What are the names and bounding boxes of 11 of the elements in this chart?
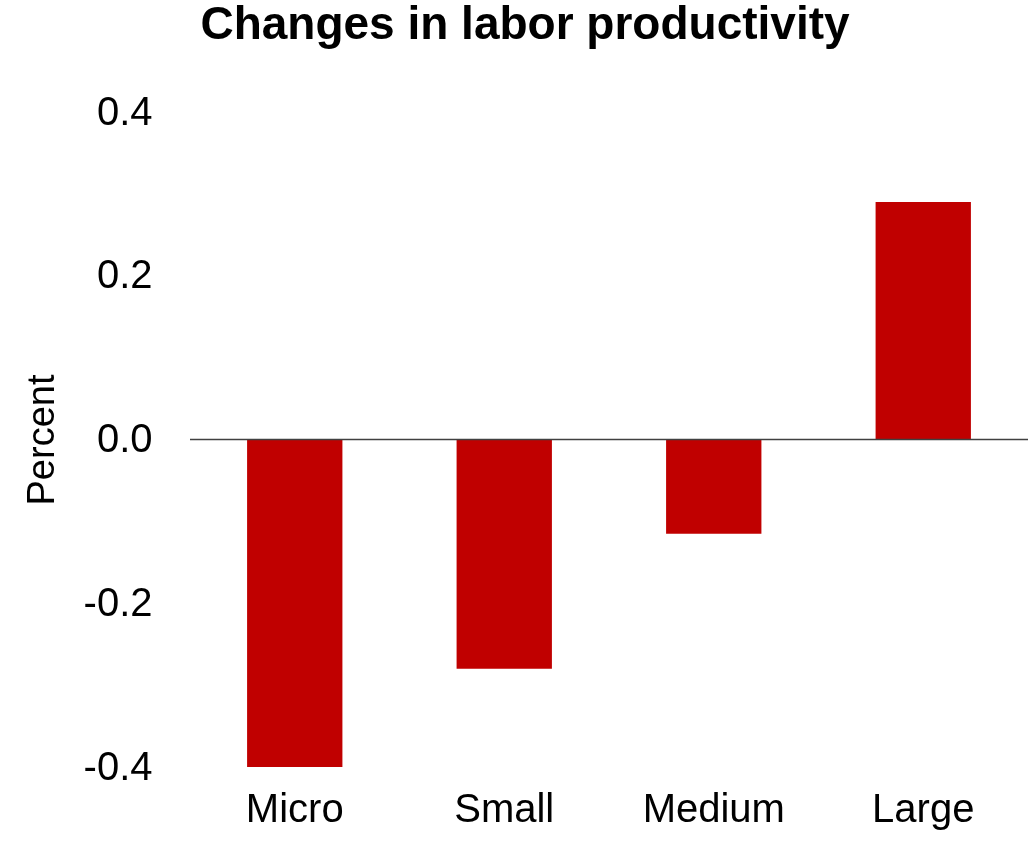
y-tick-label: -0.4 [83,743,153,788]
x-tick-label: Micro [245,785,344,830]
x-tick-label: Small [454,785,555,830]
y-tick-label: 0.4 [96,88,153,133]
x-tick-label: Large [872,785,975,830]
x-tick-label: Medium [642,785,785,830]
y-axis-title: Percent [19,374,62,506]
y-tick-label: 0.0 [96,416,153,460]
chart-title: Changes in labor productivity [200,0,850,49]
y-tick-label: 0.2 [96,252,153,297]
y-tick-label: -0.2 [83,579,153,624]
